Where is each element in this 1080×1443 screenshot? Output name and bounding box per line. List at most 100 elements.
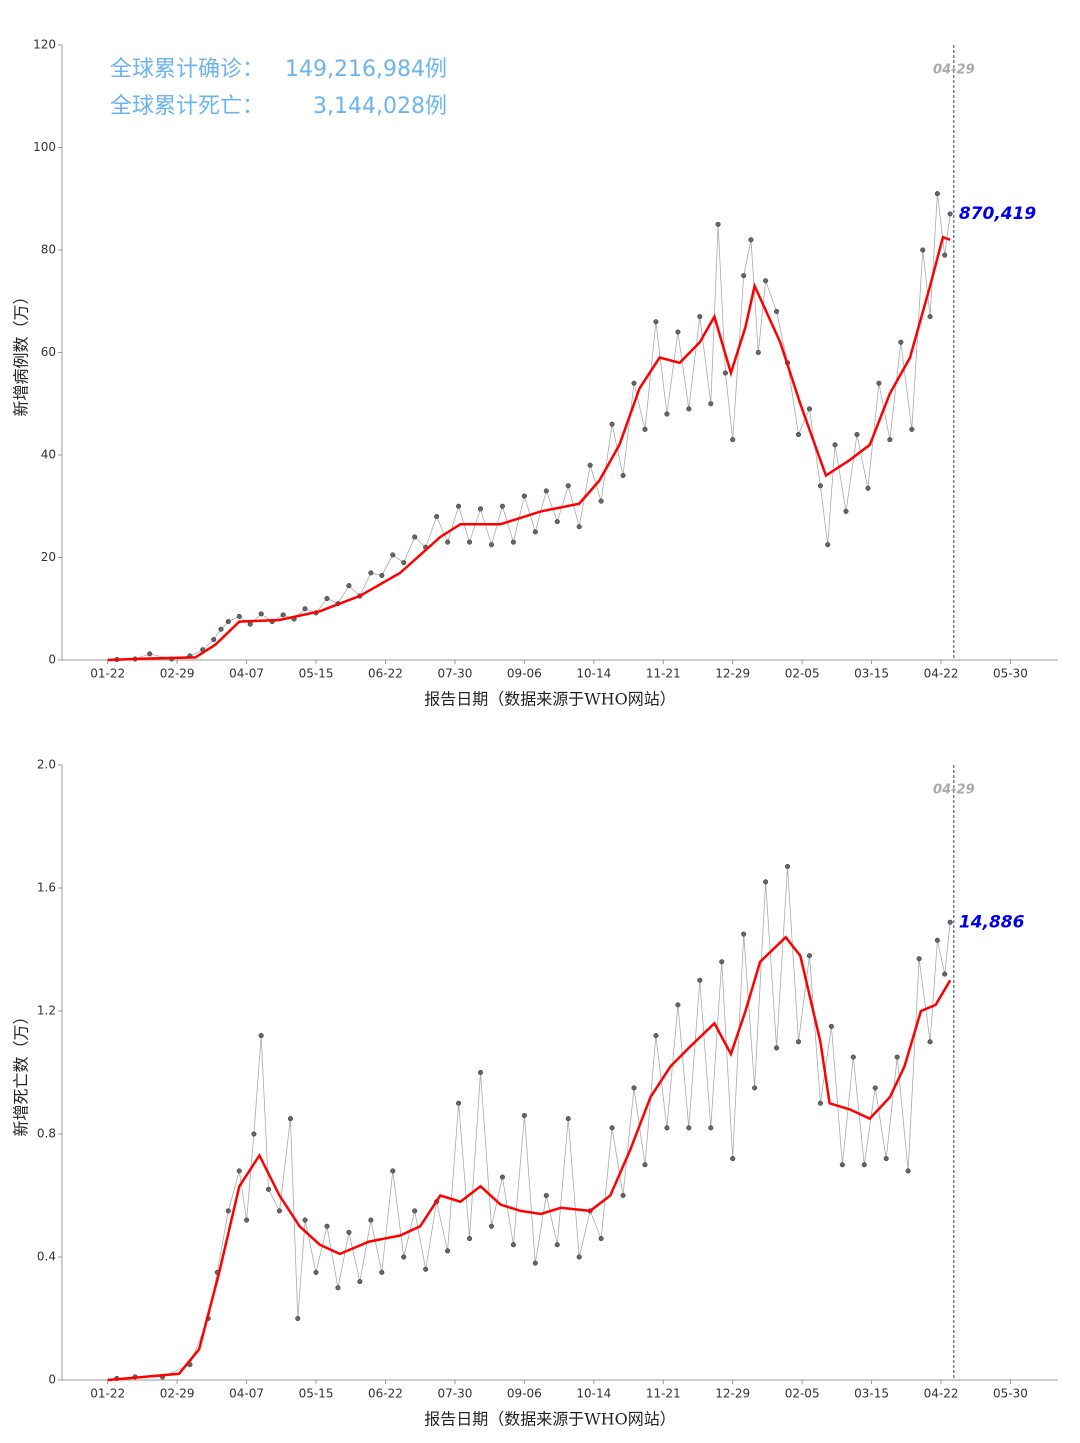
daily-point — [774, 1045, 780, 1051]
x-tick-label: 03-15 — [854, 1387, 889, 1401]
daily-point — [225, 619, 231, 625]
x-tick-label: 04-22 — [924, 1387, 959, 1401]
daily-point — [576, 1254, 582, 1260]
y-tick-label: 20 — [41, 550, 56, 564]
daily-point — [839, 1162, 845, 1168]
daily-point — [466, 1236, 473, 1242]
daily-point — [697, 314, 703, 320]
daily-point — [916, 956, 922, 962]
daily-point — [825, 542, 831, 548]
x-tick-label: 02-05 — [785, 667, 820, 681]
last-value-label: 14,886 — [959, 912, 1025, 932]
daily-point — [379, 572, 385, 578]
daily-point — [898, 339, 904, 345]
daily-point — [642, 426, 648, 432]
daily-point — [752, 1085, 758, 1091]
daily-point — [543, 1192, 549, 1199]
x-tick-label: 09-06 — [507, 667, 542, 681]
daily-point — [730, 1156, 736, 1162]
daily-point — [755, 349, 761, 356]
x-tick-label: 06-22 — [368, 1387, 403, 1401]
daily-point — [412, 534, 418, 540]
daily-point — [488, 1223, 495, 1229]
daily-point — [302, 606, 308, 612]
y-axis-label: 新增死亡数（万） — [12, 1008, 31, 1136]
daily-point — [934, 191, 940, 197]
daily-point — [598, 498, 604, 504]
daily-point — [784, 863, 791, 870]
x-tick-label: 12-29 — [715, 1387, 750, 1401]
x-tick-label: 11-21 — [646, 1387, 681, 1401]
daily-point — [620, 472, 626, 479]
daily-point — [265, 1186, 272, 1192]
headline-value: 3,144,028例 — [313, 94, 447, 119]
x-axis-label: 报告日期（数据来源于WHO网站） — [424, 690, 676, 709]
x-tick-label: 09-06 — [507, 1387, 542, 1401]
daily-point — [653, 319, 659, 325]
x-tick-label: 07-30 — [437, 667, 472, 681]
daily-point — [920, 247, 926, 253]
x-tick-label: 01-22 — [90, 1387, 125, 1401]
y-tick-label: 1.6 — [37, 881, 56, 895]
daily-point — [244, 1217, 250, 1223]
daily-line — [116, 193, 951, 660]
x-tick-label: 12-29 — [715, 667, 750, 681]
daily-point — [401, 560, 407, 566]
daily-point — [876, 380, 882, 386]
x-tick-label: 03-15 — [854, 667, 889, 681]
daily-point — [510, 539, 516, 545]
daily-point — [942, 252, 948, 258]
daily-point — [499, 503, 505, 509]
smoothed-line — [107, 235, 951, 662]
y-tick-label: 2.0 — [37, 758, 56, 772]
daily-point — [741, 273, 747, 279]
x-tick-label: 05-30 — [993, 1387, 1028, 1401]
y-tick-label: 0.8 — [37, 1127, 56, 1141]
daily-point — [258, 1033, 264, 1039]
daily-point — [295, 1315, 301, 1322]
daily-point — [554, 519, 560, 525]
y-tick-label: 100 — [33, 140, 56, 154]
daily-point — [722, 370, 728, 376]
headline-label: 全球累计确诊： — [110, 57, 264, 82]
daily-point — [147, 651, 153, 657]
daily-point — [302, 1217, 308, 1223]
y-tick-label: 80 — [41, 243, 56, 257]
daily-point — [225, 1208, 231, 1214]
daily-point — [947, 919, 953, 925]
daily-point — [598, 1236, 604, 1242]
x-tick-label: 01-22 — [90, 667, 125, 681]
daily-point — [423, 1266, 429, 1272]
daily-point — [280, 612, 286, 618]
daily-point — [905, 1168, 911, 1174]
daily-point — [565, 1116, 571, 1122]
daily-point — [686, 1125, 692, 1131]
daily-point — [335, 1285, 341, 1291]
daily-point — [927, 314, 933, 320]
daily-point — [817, 483, 823, 489]
daily-point — [445, 1248, 451, 1254]
daily-point — [774, 308, 780, 315]
x-tick-label: 06-22 — [368, 667, 403, 681]
daily-point — [477, 506, 484, 512]
x-tick-label: 02-29 — [160, 667, 195, 681]
x-tick-label: 02-29 — [160, 1387, 195, 1401]
daily-point — [434, 513, 440, 520]
daily-point — [748, 237, 754, 243]
smoothed-line — [107, 935, 952, 1382]
daily-point — [909, 426, 915, 432]
chart-panel: 0 0.4 0.8 1.2 1.6 2.0 01-22 02-29 04-07 05-15 06-2… — [12, 758, 1058, 1429]
daily-point — [357, 1279, 363, 1285]
x-tick-label: 05-15 — [299, 1387, 334, 1401]
daily-point — [488, 542, 495, 548]
y-tick-label: 0 — [48, 653, 56, 667]
x-tick-label: 10-14 — [576, 667, 611, 681]
headline-label: 全球累计死亡： — [110, 94, 264, 119]
daily-point — [664, 1125, 670, 1131]
x-tick-label: 04-22 — [924, 667, 959, 681]
date-marker-label: 04-29 — [933, 783, 975, 798]
daily-point — [934, 937, 940, 943]
daily-point — [927, 1039, 933, 1045]
daily-point — [445, 539, 451, 545]
